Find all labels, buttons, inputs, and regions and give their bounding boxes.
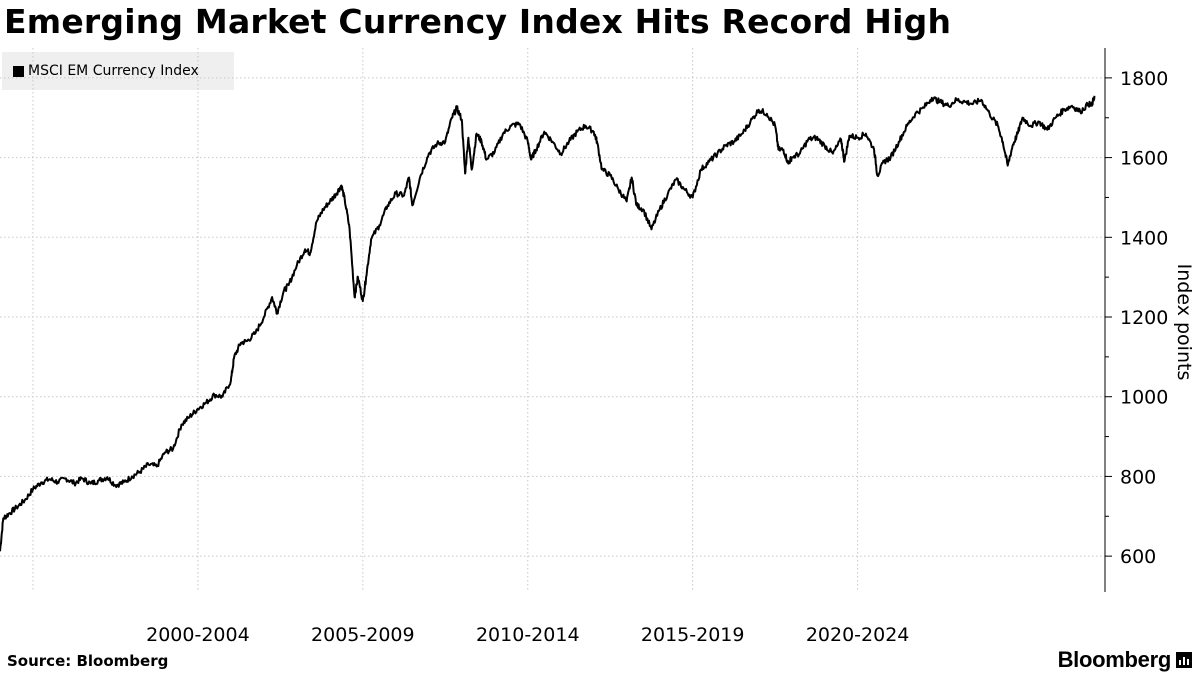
bloomberg-logo: Bloomberg [1058, 647, 1192, 673]
y-axis-title: Index points [1173, 264, 1195, 381]
x-tick-label: 2005-2009 [311, 624, 415, 646]
legend-swatch [13, 65, 24, 77]
x-tick-label: 2015-2019 [641, 624, 745, 646]
y-tick-label: 800 [1120, 466, 1156, 488]
y-tick-label: 600 [1120, 546, 1156, 568]
y-tick-label: 1800 [1120, 68, 1168, 90]
y-tick-label: 1400 [1120, 227, 1168, 249]
chart-title: Emerging Market Currency Index Hits Reco… [4, 2, 952, 41]
x-tick-label: 2000-2004 [146, 624, 250, 646]
legend-label: MSCI EM Currency Index [28, 63, 199, 79]
y-axis: 600 800 1000 1200 1400 1600 1800 [1104, 48, 1168, 592]
y-tick-label: 1200 [1120, 307, 1168, 329]
source-note: Source: Bloomberg [7, 652, 169, 670]
legend: MSCI EM Currency Index [2, 52, 234, 90]
series-line [0, 95, 1096, 552]
gridlines [0, 48, 1105, 592]
x-axis: 2000-2004 2005-2009 2010-2014 2015-2019 2020… [146, 624, 909, 646]
x-tick-label: 2010-2014 [476, 624, 580, 646]
y-tick-label: 1600 [1120, 148, 1168, 170]
y-tick-label: 1000 [1120, 387, 1168, 409]
x-tick-label: 2020-2024 [806, 624, 910, 646]
bar-chart-icon [1176, 652, 1192, 668]
series-layer [0, 95, 1096, 552]
brand-wordmark: Bloomberg [1057, 647, 1172, 672]
